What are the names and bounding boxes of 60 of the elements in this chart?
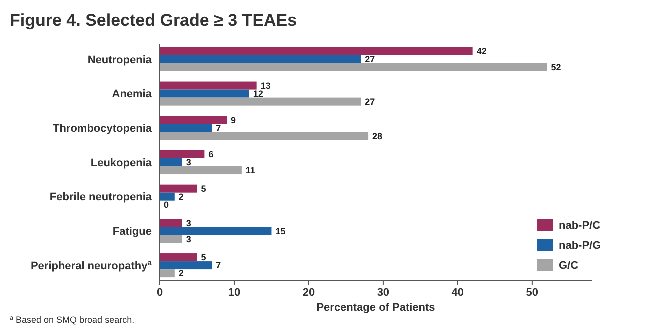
bar <box>160 219 182 228</box>
legend-label: nab-P/G <box>559 240 602 252</box>
data-label: 9 <box>231 115 236 126</box>
data-label: 5 <box>201 184 206 194</box>
legend-label: nab-P/C <box>559 220 601 232</box>
bar <box>160 55 362 64</box>
x-tick-label: 40 <box>452 287 464 299</box>
data-label: 5 <box>201 252 206 263</box>
y-tick-label: Anemia <box>112 88 153 101</box>
data-label: 11 <box>246 166 256 176</box>
data-label: 52 <box>551 62 562 73</box>
data-label: 6 <box>208 150 214 160</box>
bar <box>160 124 212 132</box>
data-label: 27 <box>365 54 376 65</box>
chart-title: Figure 4. Selected Grade ≥ 3 TEAEs <box>10 11 298 30</box>
data-label: 2 <box>178 268 184 279</box>
data-label: 3 <box>186 158 192 168</box>
data-label: 0 <box>164 200 170 210</box>
data-label: 2 <box>178 192 184 202</box>
bar <box>160 235 182 244</box>
bar <box>160 63 548 72</box>
data-label: 7 <box>216 123 222 134</box>
x-tick-label: 10 <box>228 287 241 299</box>
bar <box>160 192 175 201</box>
bar <box>160 166 242 175</box>
legend-label: G/C <box>559 260 579 272</box>
x-tick-label: 30 <box>377 287 390 299</box>
data-label: 15 <box>276 226 286 236</box>
bar <box>160 116 228 124</box>
y-tick-label: Fatigue <box>112 226 152 238</box>
x-tick-label: 20 <box>302 287 316 299</box>
bar <box>160 184 198 193</box>
data-label: 28 <box>372 131 383 142</box>
x-tick-label: 0 <box>156 287 164 299</box>
data-label: 42 <box>476 46 487 57</box>
bar <box>160 82 257 90</box>
bar <box>160 262 212 270</box>
bar <box>160 47 473 56</box>
bar <box>160 158 182 167</box>
text: $^{a}$ Based on SMQ broad search. <box>10 314 135 325</box>
bar <box>160 90 250 98</box>
bar <box>160 270 175 278</box>
x-tick-label: 50 <box>526 287 539 299</box>
bar <box>160 150 205 158</box>
y-tick-label: Leukopenia <box>90 157 153 170</box>
bar <box>160 227 272 236</box>
y-tick-label: Peripheral neuropathy$^{a}$ <box>30 258 153 272</box>
data-label: 3 <box>186 234 192 244</box>
y-tick-label: Thrombocytopenia <box>52 123 153 135</box>
y-tick-label: Febrile neutropenia <box>50 192 153 204</box>
y-tick-label: Neutropenia <box>88 54 153 66</box>
x-axis-title: Percentage of Patients <box>316 302 436 314</box>
data-label: 12 <box>253 88 264 99</box>
bar <box>160 132 369 140</box>
data-label: 3 <box>186 218 192 228</box>
data-label: 7 <box>216 260 222 271</box>
data-label: 13 <box>260 80 271 91</box>
bar <box>160 254 198 262</box>
data-label: 27 <box>365 96 376 107</box>
bar <box>160 98 362 106</box>
